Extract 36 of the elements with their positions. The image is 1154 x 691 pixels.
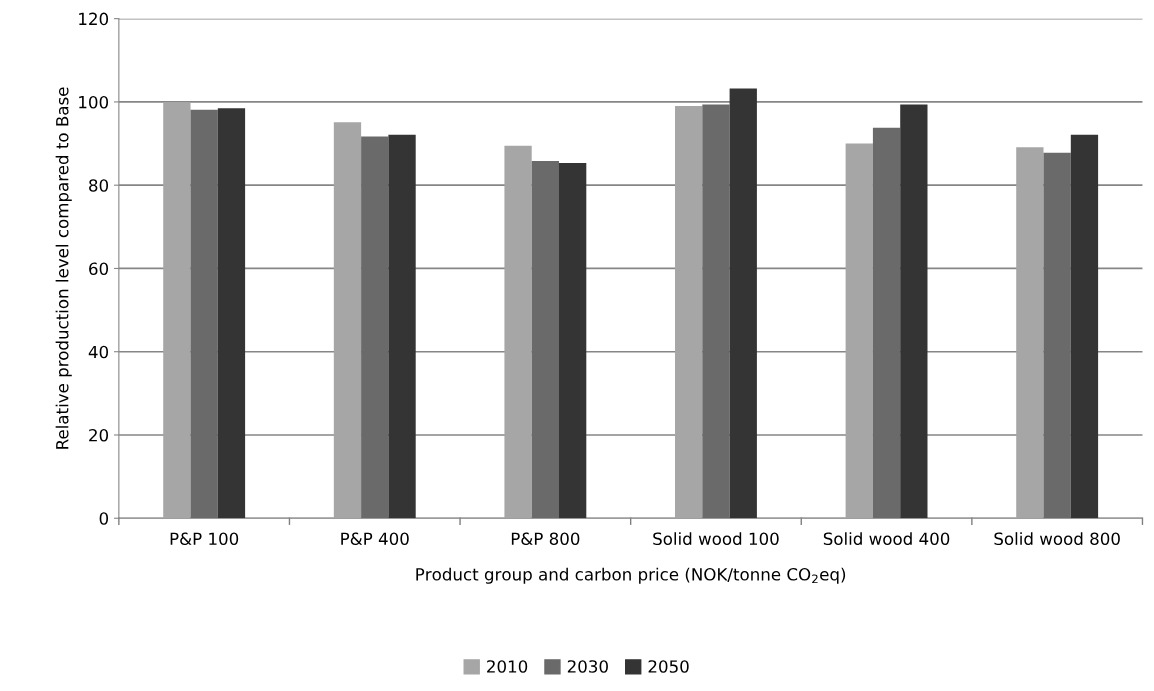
bar xyxy=(559,163,587,519)
bar xyxy=(190,109,218,519)
legend-label: 2010 xyxy=(487,660,528,673)
legend-label: 2050 xyxy=(648,660,689,673)
bar xyxy=(361,136,389,519)
y-tick-label: 120 xyxy=(79,12,109,26)
bar xyxy=(1043,152,1071,519)
x-tick-label: P&P 100 xyxy=(170,532,239,546)
bar xyxy=(504,145,532,519)
bar xyxy=(388,134,416,519)
bar xyxy=(333,122,362,519)
bar xyxy=(729,88,757,519)
bar xyxy=(900,104,928,519)
x-tick-label: P&P 400 xyxy=(341,532,409,546)
bar xyxy=(163,102,191,519)
bar xyxy=(1070,134,1099,519)
x-axis-title: Product group and carbon price (NOK/tonne CO$_{2}$eq) xyxy=(416,567,846,584)
x-tick-label: P&P 800 xyxy=(511,532,580,546)
bar xyxy=(872,127,901,519)
y-tick-label: 60 xyxy=(89,262,109,276)
y-axis-title: Relative production level compared to Base xyxy=(55,87,72,449)
bar xyxy=(217,108,246,519)
y-tick-label: 100 xyxy=(79,95,109,109)
y-tick-label: 80 xyxy=(89,179,109,192)
bar xyxy=(1016,147,1044,519)
x-tick-label: Solid wood 800 xyxy=(994,532,1120,546)
legend-label: 2030 xyxy=(567,660,608,673)
bar xyxy=(675,106,703,519)
x-tick-label: Solid wood 100 xyxy=(653,532,779,546)
y-tick-label: 0 xyxy=(99,512,109,525)
y-tick-label: 20 xyxy=(89,428,109,442)
y-tick-label: 40 xyxy=(88,345,109,359)
bar xyxy=(702,104,730,519)
bar xyxy=(531,161,560,519)
bar xyxy=(845,143,873,519)
x-tick-label: Solid wood 400 xyxy=(823,532,950,546)
